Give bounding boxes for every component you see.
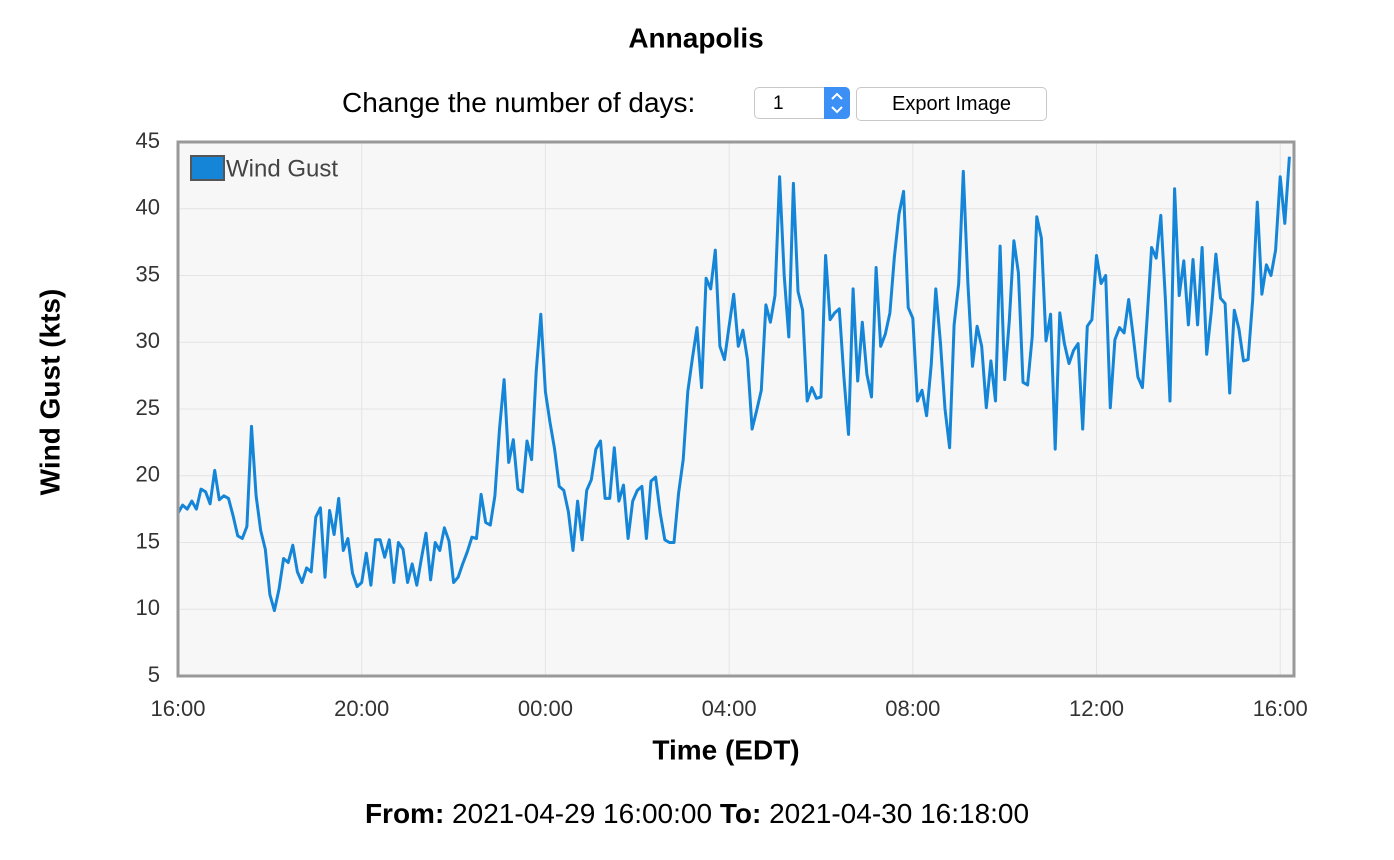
x-tick-label: 00:00 <box>518 696 573 721</box>
days-label: Change the number of days: <box>342 87 696 118</box>
data-line <box>176 156 1291 613</box>
y-tick-label: 10 <box>136 595 160 620</box>
x-tick-label: 16:00 <box>150 696 205 721</box>
x-tick-label: 12:00 <box>1069 696 1124 721</box>
y-tick-label: 40 <box>136 195 160 220</box>
y-tick-label: 20 <box>136 462 160 487</box>
chart-title: Annapolis <box>628 22 763 53</box>
legend-swatch <box>190 155 225 181</box>
from-date: 2021-04-29 16:00:00 <box>452 798 713 829</box>
arrow-icon <box>831 92 843 114</box>
select-arrows <box>824 87 850 119</box>
marks <box>176 156 1291 613</box>
y-axis-label: Wind Gust (kts) <box>34 289 65 496</box>
y-tick-label: 5 <box>148 662 160 687</box>
x-tick-label: 20:00 <box>334 696 389 721</box>
y-tick-label: 30 <box>136 328 160 353</box>
legend-label: Wind Gust <box>226 155 338 182</box>
date-range: From: 2021-04-29 16:00:00 To: 2021-04-30… <box>0 798 1394 830</box>
days-value: 1 <box>773 93 784 114</box>
x-tick-label: 08:00 <box>885 696 940 721</box>
y-tick-label: 25 <box>136 395 160 420</box>
to-date: 2021-04-30 16:18:00 <box>769 798 1030 829</box>
plot-frame <box>176 140 1296 678</box>
from-label: From: <box>364 798 445 829</box>
to-label: To: <box>719 798 762 829</box>
days-select[interactable]: 1 <box>754 87 850 119</box>
x-tick-label: 04:00 <box>702 696 757 721</box>
y-tick-label: 35 <box>136 261 160 286</box>
y-tick-label: 45 <box>136 128 160 153</box>
export-button[interactable]: Export Image <box>856 87 1047 121</box>
x-axis-label: Time (EDT) <box>652 734 799 765</box>
x-tick-label: 16:00 <box>1253 696 1308 721</box>
y-tick-label: 15 <box>136 528 160 553</box>
